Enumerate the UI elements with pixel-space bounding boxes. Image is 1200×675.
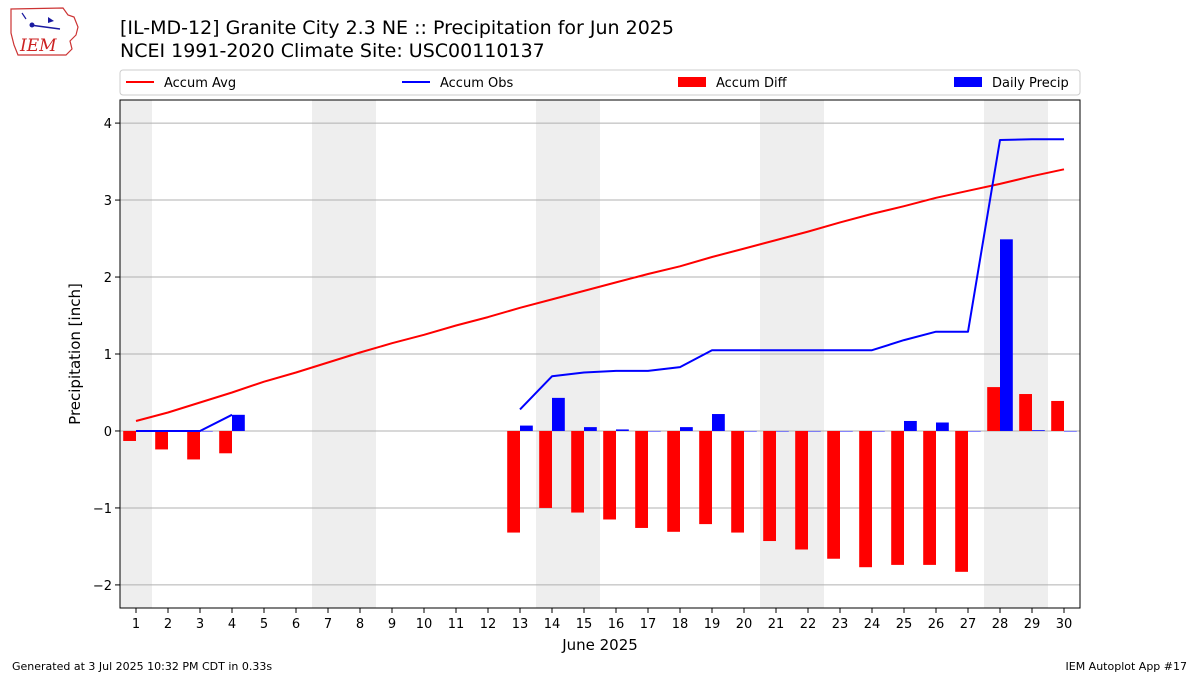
y-tick-label: 1: [104, 348, 112, 363]
accum-avg-line: [135, 168, 1065, 422]
chart-subtitle: NCEI 1991-2020 Climate Site: USC00110137: [120, 40, 545, 62]
x-tick-label: 5: [260, 617, 268, 632]
daily-precip-bar: [648, 430, 661, 432]
x-tick-label: 15: [576, 617, 593, 632]
x-tick-label: 11: [448, 617, 465, 632]
daily-precip-bar: [520, 425, 533, 431]
x-tick-label: 13: [512, 617, 529, 632]
y-axis-label: Precipitation [inch]: [66, 283, 84, 425]
daily-precip-bar: [968, 430, 981, 432]
accum-diff-bar: [539, 430, 552, 508]
x-tick-label: 17: [640, 617, 657, 632]
x-tick-label: 2: [164, 617, 172, 632]
app-credit: IEM Autoplot App #17: [1065, 660, 1188, 673]
generated-timestamp: Generated at 3 Jul 2025 10:32 PM CDT in …: [12, 660, 273, 673]
daily-precip-bar: [1000, 239, 1013, 431]
x-tick-label: 7: [324, 617, 332, 632]
daily-precip-bar: [232, 414, 245, 431]
accum-diff-bar: [795, 430, 808, 550]
x-tick-label: 19: [704, 617, 721, 632]
daily-precip-bar: [744, 430, 757, 432]
legend-swatch: [678, 77, 706, 87]
accum-diff-bar: [507, 430, 520, 533]
daily-precip-bar: [840, 430, 853, 432]
daily-precip-bar: [936, 422, 949, 431]
legend-label: Daily Precip: [992, 76, 1069, 91]
accum-diff-bar: [1019, 394, 1032, 431]
legend-label: Accum Avg: [164, 76, 236, 91]
daily-precip-bar: [552, 397, 565, 431]
x-tick-label: 10: [416, 617, 433, 632]
accum-diff-bar: [155, 430, 168, 450]
x-tick-label: 26: [928, 617, 945, 632]
accum-diff-bar: [827, 430, 840, 559]
daily-precip-bar: [872, 430, 885, 432]
iowa-map-icon: IEM: [10, 7, 79, 56]
y-tick-label: 2: [104, 271, 112, 286]
daily-precip-bar: [808, 430, 821, 432]
accum-diff-bar: [955, 430, 968, 572]
accum-diff-bar: [699, 430, 712, 525]
x-tick-label: 30: [1056, 617, 1073, 632]
x-tick-label: 16: [608, 617, 625, 632]
y-tick-label: 4: [104, 117, 112, 132]
x-tick-label: 22: [800, 617, 817, 632]
x-tick-label: 6: [292, 617, 300, 632]
x-tick-label: 29: [1024, 617, 1041, 632]
accum-diff-bar: [891, 430, 904, 565]
accum-diff-bar: [667, 430, 680, 532]
x-tick-label: 4: [228, 617, 236, 632]
x-tick-label: 28: [992, 617, 1009, 632]
x-axis-label: June 2025: [561, 636, 638, 654]
x-tick-label: 14: [544, 617, 561, 632]
x-tick-label: 18: [672, 617, 689, 632]
daily-precip-bar: [584, 427, 597, 431]
accum-diff-bar: [187, 430, 200, 460]
legend-swatch: [954, 77, 982, 87]
x-tick-label: 12: [480, 617, 497, 632]
x-tick-label: 8: [356, 617, 364, 632]
daily-precip-bar: [1064, 430, 1077, 432]
x-tick-label: 20: [736, 617, 753, 632]
accum-diff-bar: [763, 430, 776, 542]
legend-label: Accum Obs: [440, 76, 513, 91]
x-tick-label: 1: [132, 617, 140, 632]
y-tick-label: −1: [93, 502, 112, 517]
accum-diff-bar: [1051, 400, 1064, 431]
daily-precip-bar: [904, 420, 917, 431]
accum-diff-bar: [731, 430, 744, 533]
daily-precip-bar: [776, 430, 789, 432]
accum-obs-line: [519, 138, 1064, 411]
y-tick-label: 3: [104, 194, 112, 209]
x-tick-label: 3: [196, 617, 204, 632]
x-tick-label: 27: [960, 617, 977, 632]
iem-logo: IEM: [8, 5, 80, 59]
accum-diff-bar: [219, 430, 232, 454]
accum-obs-line: [136, 413, 233, 432]
x-tick-label: 21: [768, 617, 785, 632]
y-tick-label: −2: [93, 579, 112, 594]
svg-text:IEM: IEM: [19, 36, 57, 56]
x-tick-label: 23: [832, 617, 849, 632]
accum-diff-bar: [859, 430, 872, 568]
daily-precip-bar: [680, 427, 693, 431]
daily-precip-bar: [616, 429, 629, 431]
accum-diff-bar: [603, 430, 616, 520]
accum-diff-bar: [571, 430, 584, 513]
daily-precip-bar: [712, 414, 725, 431]
x-tick-label: 25: [896, 617, 913, 632]
daily-precip-bar: [200, 430, 213, 432]
accum-diff-bar: [123, 430, 136, 441]
accum-diff-bar: [987, 387, 1000, 431]
daily-precip-bar: [1032, 430, 1045, 431]
legend-box: [119, 69, 1081, 96]
chart-title: [IL-MD-12] Granite City 2.3 NE :: Precip…: [120, 17, 674, 39]
legend-label: Accum Diff: [716, 76, 788, 91]
x-tick-label: 9: [388, 617, 396, 632]
accum-diff-bar: [635, 430, 648, 528]
x-tick-label: 24: [864, 617, 881, 632]
y-tick-label: 0: [104, 425, 112, 440]
accum-diff-bar: [923, 430, 936, 565]
